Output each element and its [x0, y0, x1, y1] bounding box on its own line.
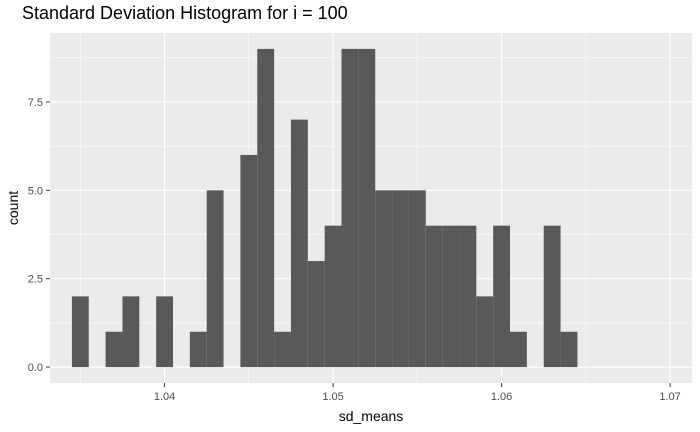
y-tick-label: 2.5 [28, 274, 43, 286]
histogram-bar [510, 331, 527, 368]
y-tick-label: 7.5 [28, 97, 43, 109]
chart-title: Standard Deviation Histogram for i = 100 [22, 3, 348, 23]
histogram-bar [392, 190, 409, 368]
histogram-bar [274, 331, 291, 368]
x-axis: 1.04 1.05 1.06 1.07 [154, 383, 681, 403]
histogram-bar [442, 225, 460, 368]
histogram-bar [358, 48, 376, 368]
histogram-bar [240, 154, 258, 368]
histogram-bar [375, 190, 393, 368]
x-axis-title: sd_means [339, 408, 404, 424]
histogram-bar [543, 225, 561, 368]
histogram-bar [425, 225, 443, 368]
histogram-bar [105, 331, 123, 368]
histogram-bar [560, 331, 578, 368]
histogram-bar [71, 296, 89, 368]
histogram-bar [189, 331, 207, 368]
histogram-bar [408, 190, 426, 368]
histogram-bar [459, 225, 477, 368]
histogram-bar [257, 48, 275, 368]
histogram-bar [324, 225, 342, 368]
y-axis: 0.0 2.5 5.0 7.5 [28, 97, 50, 374]
y-axis-title: count [5, 191, 21, 225]
histogram-bar [493, 225, 511, 368]
y-tick-label: 0.0 [28, 362, 43, 374]
histogram-bar [307, 261, 325, 368]
histogram-bar [476, 296, 494, 368]
x-tick-label: 1.06 [491, 391, 512, 403]
x-tick-label: 1.05 [322, 391, 343, 403]
histogram-bar [341, 48, 359, 368]
histogram-bars [71, 48, 578, 368]
histogram-bar [122, 296, 140, 368]
histogram-bar [290, 119, 308, 368]
x-tick-label: 1.04 [154, 391, 175, 403]
histogram-bar [206, 190, 224, 368]
y-tick-label: 5.0 [28, 185, 43, 197]
histogram-bar [156, 296, 174, 368]
x-tick-label: 1.07 [659, 391, 680, 403]
